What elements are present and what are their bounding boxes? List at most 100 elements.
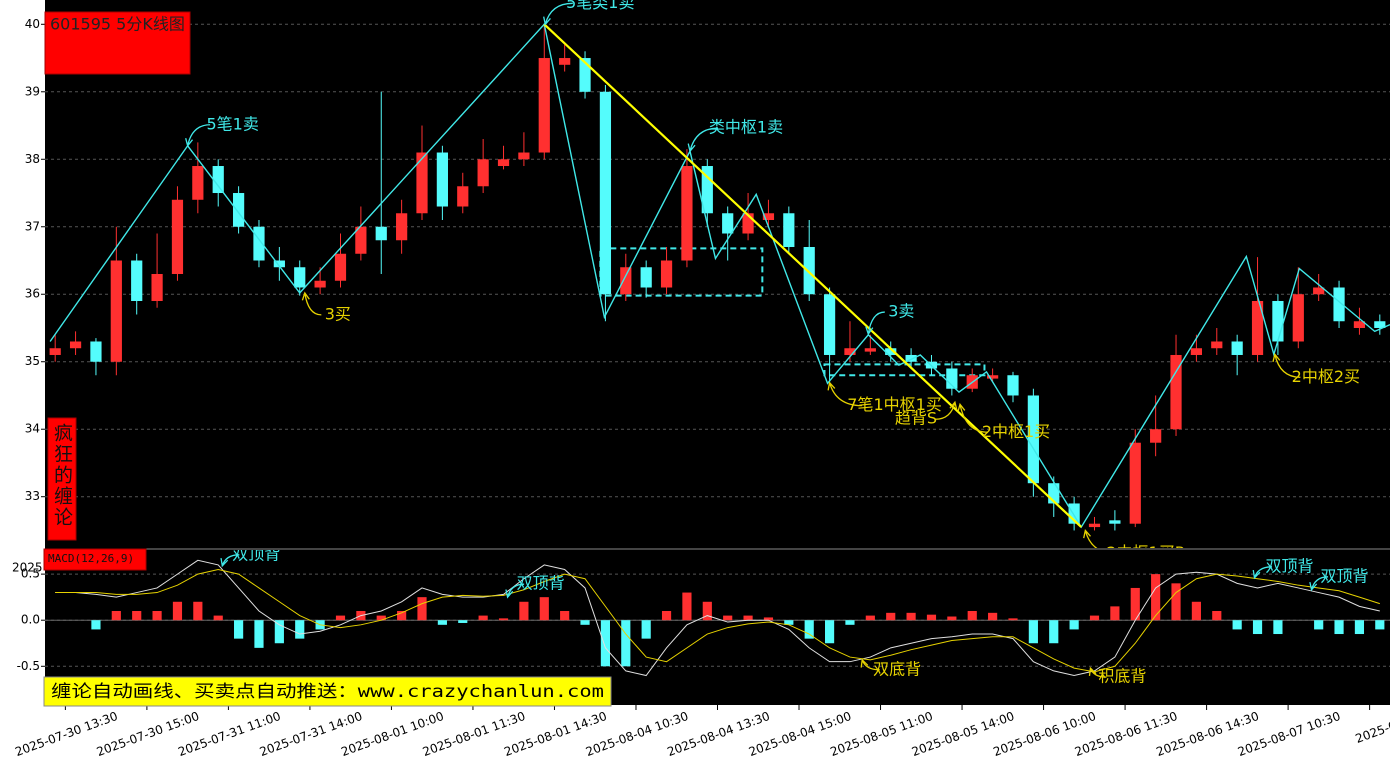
candle-body [1088,523,1101,528]
macd-bar [1171,583,1181,621]
macd-bar [254,620,264,648]
candle-body [579,58,591,92]
macd-bar [1130,587,1140,621]
banner: 缠论自动画线、买卖点自动推送：www.crazychanlun.com [51,682,604,702]
annotation-arrow [1083,529,1098,548]
candle-body [660,260,673,288]
macd-bar [1008,618,1018,621]
candle-body [783,213,795,248]
macd-bar [539,597,549,621]
y-tick-label: -0.5 [17,659,40,673]
annotation-label: 双底背 [873,659,921,678]
macd-bar [152,610,162,621]
annotation-label: 2中枢2买 [1292,367,1360,386]
macd-bar [1354,620,1365,635]
macd-bar [784,620,794,625]
macd-bar [1049,620,1059,644]
macd-bar [1375,620,1385,630]
annotation-label: 3卖 [888,302,914,321]
y-tick-label: 39 [25,84,40,98]
macd-bar [988,612,998,621]
candle-body [701,166,713,214]
macd-bar [763,617,774,621]
candle-body [885,348,897,355]
annotation-label: 双顶背 [1321,566,1369,585]
candle-body [1109,520,1121,524]
macd-bar [621,620,631,667]
y-tick-label: 35 [25,354,40,368]
macd-bar [1191,601,1201,621]
candle-body [844,348,856,355]
macd-bar [947,616,957,621]
candle-body [436,152,448,207]
macd-bar [295,620,305,639]
macd-bar [1212,610,1222,621]
macd-bar [397,610,407,621]
macd-bar [437,620,447,625]
y-tick-label: 37 [25,219,40,233]
candle-body [131,260,143,301]
candle-body [457,186,469,207]
macd-bar [91,620,101,630]
annotation-label: 积底背 [1098,667,1146,686]
macd-bar [702,601,712,621]
candle-body [1272,300,1284,342]
macd-bar [172,601,183,621]
macd-bar [641,620,651,639]
annotation-arrow [220,554,240,568]
macd-bar [1314,620,1324,630]
annotation-label: 类中枢1卖 [709,118,783,137]
annotation-arrow [865,311,885,336]
candle-body [477,159,489,187]
annotation-label: 5笔1卖 [206,114,258,133]
candle-body [722,213,734,234]
chan-stroke [543,23,1083,528]
macd-bar [661,610,672,621]
candle-body [1027,395,1039,484]
macd-bar [498,618,509,621]
macd-label-box [43,548,147,571]
annotation-arrow [935,400,958,420]
candle-body [151,274,163,301]
candle-body [946,368,958,389]
candle-body [1048,483,1060,504]
macd-bar [1151,574,1161,621]
candle-body [1068,503,1080,524]
macd-bar [886,612,896,621]
annotation-label: 双顶背 [1265,556,1313,575]
candle-body [538,58,550,153]
y-tick-label: 36 [25,287,40,301]
annotation-arrow [301,291,322,316]
candle-body [355,226,367,254]
candle-body [273,260,285,268]
macd-bar [580,620,590,625]
candle-body [212,166,224,194]
candle-body [823,294,836,355]
side-label: 疯狂的缠论 [51,423,73,528]
macd-label: MACD(12,26,9) [48,552,134,565]
annotation-label: 趋背S [895,409,937,428]
annotation-label: 双顶背 [517,574,565,593]
annotation-arrow [505,583,525,599]
candle-body [110,260,122,362]
macd-bar [1089,615,1100,621]
annotation-arrow [1272,352,1301,378]
macd-bar [824,620,835,644]
macd-bar [560,610,570,621]
macd-bar [132,610,142,621]
macd-bar [1110,606,1120,621]
macd-line [55,568,1380,673]
macd-bar [1069,620,1079,630]
candle-body [416,152,428,214]
candle-body [681,166,693,261]
annotation-label: 2中枢1买P [1106,543,1184,562]
candle-body [1292,294,1304,342]
annotation-arrow [860,658,880,671]
macd-bar [1334,620,1344,635]
candle-body [375,226,387,241]
candle-body [1353,321,1366,328]
macd-bar [193,601,203,621]
macd-bar [335,615,346,621]
candle-body [599,91,612,295]
